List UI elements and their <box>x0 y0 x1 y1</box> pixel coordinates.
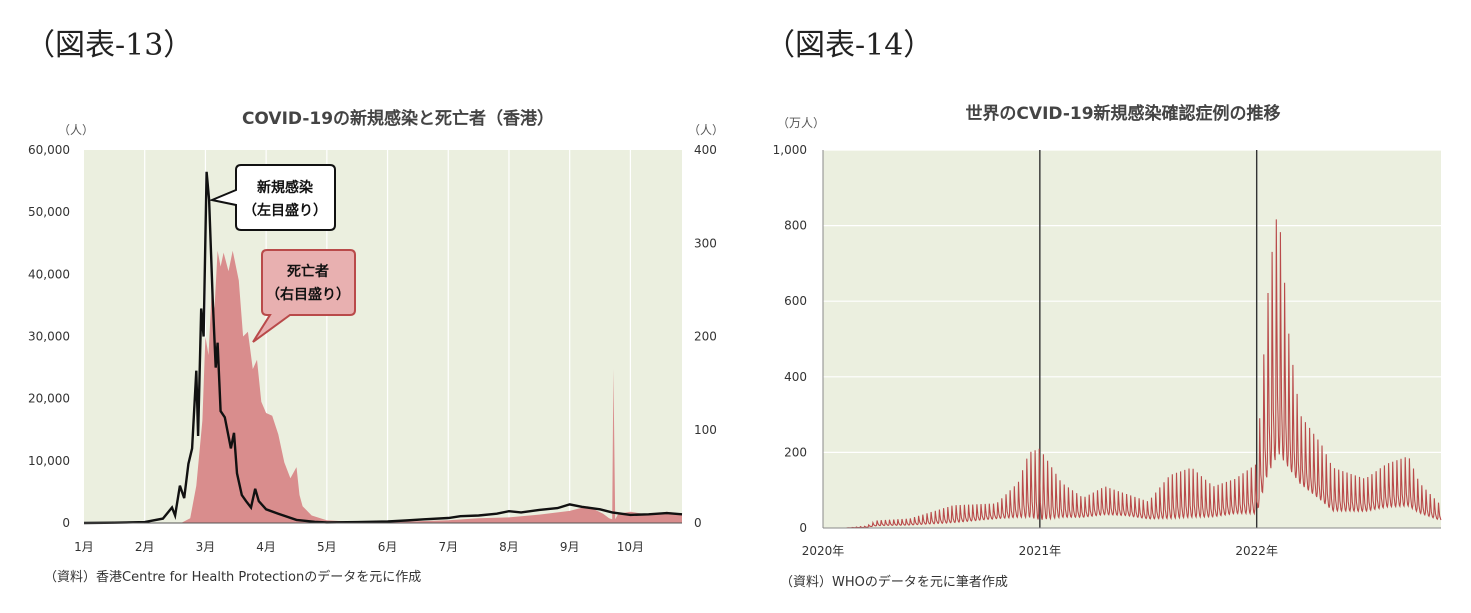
world-y-tick: 1,000 <box>773 143 807 157</box>
world-x-ticks: 2020年 2021年 2022年 <box>802 544 1278 558</box>
cases-callout-line1: 新規感染 <box>257 179 314 196</box>
hk-left-tick: 20,000 <box>28 392 70 406</box>
world-chart-title: 世界のCVID-19新規感染確認症例の推移 <box>965 103 1280 124</box>
world-y-tick: 800 <box>784 219 807 233</box>
hk-left-ticks: 0 10,000 20,000 30,000 40,000 50,000 60,000 <box>28 143 70 530</box>
cases-callout-line2: （左目盛り） <box>243 202 327 219</box>
world-unit: （万人） <box>777 116 825 130</box>
hk-right-tick: 200 <box>694 330 717 344</box>
world-y-tick: 200 <box>784 445 807 459</box>
cases-callout-box <box>208 164 336 231</box>
world-cases-line <box>823 219 1442 529</box>
figure-label-13: （図表-13） <box>25 28 194 63</box>
world-x-tick: 2021年 <box>1019 544 1062 558</box>
world-x-tick: 2022年 <box>1235 544 1278 558</box>
deaths-callout-line1: 死亡者 <box>286 263 329 280</box>
hk-deaths-area <box>84 250 682 523</box>
deaths-callout: 死亡者 （右目盛り） <box>252 249 356 343</box>
hk-right-tick: 0 <box>694 516 702 530</box>
figure-label-14: （図表-14） <box>765 28 934 63</box>
hk-chart-title: COVID-19の新規感染と死亡者（香港） <box>242 108 554 129</box>
hk-left-tick: 30,000 <box>28 330 70 344</box>
hk-plot-area <box>84 150 682 523</box>
hk-x-tick: 8月 <box>499 540 519 554</box>
hk-source-note: （資料）香港Centre for Health Protectionのデータを元… <box>44 570 422 585</box>
hk-x-tick: 7月 <box>438 540 458 554</box>
hk-right-tick: 100 <box>694 423 717 437</box>
hk-right-ticks: 0 100 200 300 400 <box>694 143 717 530</box>
world-chart: 世界のCVID-19新規感染確認症例の推移 （万人） 0 200 400 600 800… <box>773 103 1442 558</box>
cases-callout: 新規感染 （左目盛り） <box>208 164 336 231</box>
hk-x-tick: 9月 <box>560 540 580 554</box>
hk-right-unit: （人） <box>688 123 724 137</box>
hk-chart: COVID-19の新規感染と死亡者（香港） （人） （人） 0 10,000 20,… <box>28 108 724 554</box>
hk-x-tick: 6月 <box>378 540 398 554</box>
hk-cases-line <box>83 171 683 525</box>
world-y-tick: 400 <box>784 370 807 384</box>
world-y-tick: 600 <box>784 294 807 308</box>
hk-x-tick: 5月 <box>317 540 337 554</box>
world-plot-area <box>823 150 1441 528</box>
world-gridlines <box>823 149 1441 528</box>
hk-x-tick: 10月 <box>617 540 644 554</box>
hk-left-tick: 60,000 <box>28 143 70 157</box>
hk-gridlines <box>144 150 631 523</box>
deaths-callout-line2: （右目盛り） <box>266 286 350 303</box>
hk-x-tick: 4月 <box>256 540 276 554</box>
hk-right-tick: 400 <box>694 143 717 157</box>
world-y-tick: 0 <box>799 521 807 535</box>
hk-left-tick: 40,000 <box>28 267 70 281</box>
hk-x-tick: 1月 <box>74 540 94 554</box>
hk-x-tick: 3月 <box>196 540 216 554</box>
hk-left-tick: 0 <box>62 516 70 530</box>
hk-x-ticks: 1月 2月 3月 4月 5月 6月 7月 8月 9月 10月 <box>74 540 644 554</box>
world-source-note: （資料）WHOのデータを元に筆者作成 <box>780 575 1008 590</box>
hk-right-tick: 300 <box>694 236 717 250</box>
hk-left-tick: 50,000 <box>28 205 70 219</box>
hk-left-unit: （人） <box>58 123 94 137</box>
world-x-tick: 2020年 <box>802 544 845 558</box>
hk-left-tick: 10,000 <box>28 454 70 468</box>
hk-x-tick: 2月 <box>135 540 155 554</box>
world-y-ticks: 0 200 400 600 800 1,000 <box>773 143 807 535</box>
deaths-callout-box <box>252 249 356 343</box>
